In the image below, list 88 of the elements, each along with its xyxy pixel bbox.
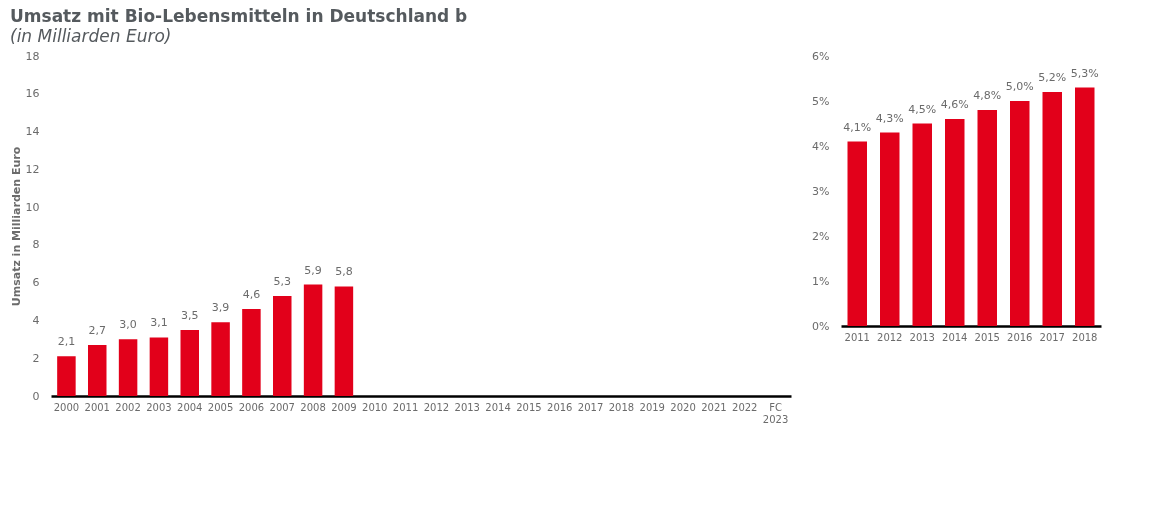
y-tick-label: 6% <box>812 49 830 63</box>
x-tick-label: 2015 <box>516 401 542 413</box>
bar <box>1042 92 1062 326</box>
bar <box>1075 87 1095 326</box>
x-tick-label: 2018 <box>1072 331 1098 343</box>
data-label: 3,9 <box>211 301 230 315</box>
bar <box>118 339 138 396</box>
data-label: 5,9 <box>304 263 322 277</box>
x-tick-label: 2004 <box>177 401 203 413</box>
y-tick-label: 0 <box>32 389 40 403</box>
y-tick-label: 3% <box>812 184 830 198</box>
x-tick-label: 2014 <box>942 331 968 343</box>
data-label: 4,1% <box>843 120 872 134</box>
x-tick-label: 2001 <box>84 401 110 413</box>
data-label: 2,1 <box>57 335 76 349</box>
y-tick-label: 18 <box>25 49 40 63</box>
x-tick-label: 2011 <box>392 401 419 413</box>
x-tick-label: FC 2023 <box>762 401 789 425</box>
data-label: 3,5 <box>181 308 199 322</box>
bar <box>847 141 867 326</box>
y-tick-label: 4 <box>32 313 40 327</box>
bar <box>88 345 107 396</box>
data-label: 5,8 <box>335 265 353 279</box>
bar <box>57 356 76 396</box>
x-tick-label: 2017 <box>577 401 604 413</box>
data-label: 5,2% <box>1038 71 1067 84</box>
y-tick-label: 12 <box>25 162 40 176</box>
data-label: 5,3 <box>273 274 291 288</box>
y-tick-label: 4% <box>812 139 830 153</box>
y-tick-label: 8 <box>32 238 40 252</box>
y-tick-label: 2% <box>812 229 830 243</box>
y-tick-label: 0% <box>812 319 830 333</box>
data-label: 4,8% <box>973 89 1002 102</box>
x-tick-label: 2020 <box>670 401 696 413</box>
x-tick-label: 2012 <box>877 331 903 343</box>
y-tick-label: 6 <box>32 276 40 290</box>
bar <box>945 119 965 326</box>
bar <box>149 337 169 396</box>
chart-title: Umsatz mit Bio-Lebensmitteln in Deutschland b <box>10 6 468 26</box>
data-label: 4,3% <box>875 111 904 125</box>
x-tick-label: 2019 <box>639 401 665 413</box>
x-tick-label: 2017 <box>1039 331 1065 343</box>
data-label: 5,0% <box>1005 80 1034 93</box>
bar <box>273 295 292 396</box>
x-tick-label: 2016 <box>547 401 573 413</box>
bar <box>303 284 323 396</box>
bar <box>912 123 932 326</box>
x-tick-label: 2021 <box>701 401 727 413</box>
y-tick-label: 5% <box>812 94 830 108</box>
x-tick-label: 2016 <box>1007 331 1033 343</box>
y-tick-label: 1% <box>812 274 830 288</box>
x-tick-label: 2022 <box>732 401 758 413</box>
data-label: 4,6% <box>940 98 969 111</box>
bar <box>334 286 354 396</box>
chart-subtitle: (in Milliarden Euro) <box>10 26 172 46</box>
x-tick-label: 2008 <box>300 401 326 413</box>
x-tick-label: 2015 <box>974 331 1000 343</box>
y-tick-label: 14 <box>25 125 40 139</box>
y-tick-label: 2 <box>32 351 40 365</box>
data-label: 4,5% <box>908 102 937 116</box>
data-label: 5,3% <box>1070 66 1099 80</box>
x-tick-label: 2007 <box>269 401 295 413</box>
x-tick-label: 2013 <box>454 401 480 413</box>
bar <box>180 329 199 396</box>
y-axis-title: Umsatz in Milliarden Euro <box>9 146 23 307</box>
data-label: 4,6 <box>242 288 261 302</box>
y-tick-label: 16 <box>25 87 40 101</box>
x-tick-label: 2018 <box>608 401 635 413</box>
x-tick-label: 2013 <box>909 331 935 343</box>
x-tick-label: 2003 <box>146 401 172 413</box>
x-tick-label: 2000 <box>53 401 80 413</box>
x-tick-label: 2012 <box>423 401 450 413</box>
x-tick-label: 2011 <box>844 331 870 343</box>
x-tick-label: 2014 <box>485 401 511 413</box>
x-tick-label: 2002 <box>115 401 141 413</box>
bar <box>211 322 230 396</box>
bar <box>1010 101 1030 326</box>
data-label: 2,7 <box>88 324 106 337</box>
bar <box>977 110 997 326</box>
x-tick-label: 2006 <box>238 401 265 413</box>
x-tick-label: 2009 <box>331 401 357 413</box>
bar <box>242 309 261 396</box>
x-tick-label: 2010 <box>362 401 388 413</box>
bar <box>880 132 900 326</box>
data-label: 3,0 <box>119 318 137 332</box>
y-tick-label: 10 <box>25 200 40 214</box>
x-tick-label: 2005 <box>207 401 234 413</box>
data-label: 3,1 <box>150 316 168 330</box>
